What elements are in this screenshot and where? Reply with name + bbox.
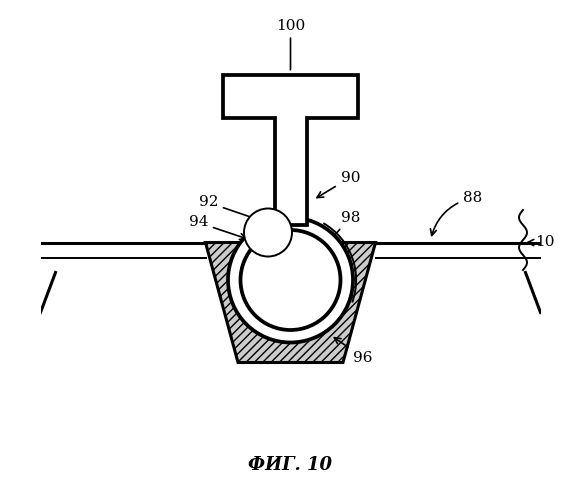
Text: 92: 92 — [199, 196, 262, 222]
Text: 90: 90 — [317, 170, 360, 198]
Text: 10: 10 — [528, 236, 555, 250]
Text: 96: 96 — [334, 338, 372, 364]
Circle shape — [244, 208, 292, 256]
Text: 98: 98 — [322, 210, 360, 249]
Text: 94: 94 — [188, 216, 246, 240]
Text: 88: 88 — [431, 190, 482, 236]
Circle shape — [241, 230, 340, 330]
Circle shape — [228, 218, 353, 342]
Text: 100: 100 — [276, 18, 305, 70]
Polygon shape — [206, 242, 375, 362]
Text: ФИГ. 10: ФИГ. 10 — [249, 456, 332, 474]
Polygon shape — [223, 75, 358, 225]
